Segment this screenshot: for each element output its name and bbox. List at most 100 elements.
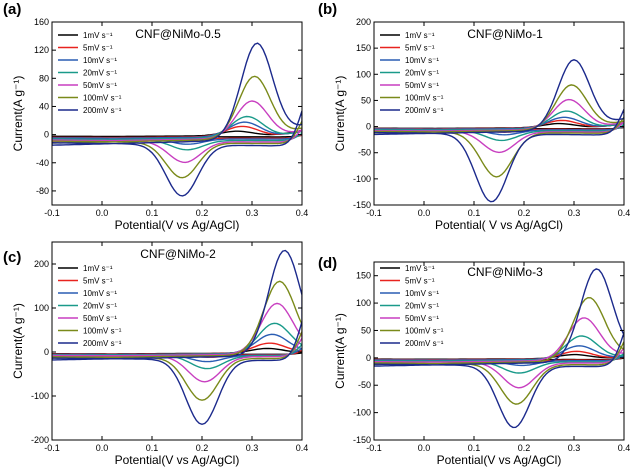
legend-label: 50mV s⁻¹: [405, 81, 439, 90]
y-tick-label: 200: [356, 17, 371, 27]
legend-label: 100mV s⁻¹: [405, 327, 444, 336]
x-axis-label: Potential(V vs Ag/AgCl): [115, 453, 240, 467]
series-curves: [52, 249, 302, 426]
series-line-1: [52, 129, 302, 138]
chart-title: CNF@NiMo-3: [467, 265, 543, 279]
x-tick-label: 0.2: [518, 208, 531, 218]
y-tick-label: 0: [366, 122, 371, 132]
y-tick-label: 200: [34, 259, 49, 269]
y-tick-label: 150: [356, 43, 371, 53]
series-line-6: [374, 296, 624, 405]
y-tick-label: -100: [353, 174, 371, 184]
series-line-7: [52, 249, 302, 426]
y-tick-label: -200: [31, 435, 49, 445]
legend-label: 20mV s⁻¹: [83, 69, 117, 78]
series-line-5: [374, 317, 624, 389]
y-tick-label: 100: [34, 303, 49, 313]
panel-letter: (b): [318, 1, 337, 18]
legend-label: 10mV s⁻¹: [405, 289, 439, 298]
y-tick-label: 50: [361, 325, 371, 335]
x-tick-label: 0.4: [618, 443, 631, 453]
y-tick-label: -50: [358, 148, 371, 158]
plot-frame: [373, 261, 625, 441]
plot-frame: [51, 241, 303, 441]
legend: 1mV s⁻¹ 5mV s⁻¹ 10mV s⁻¹ 20mV s⁻¹ 50mV s⁻¹ 10…: [380, 31, 444, 115]
chart-panel-3: (c) CNF@NiMo-2 -0.1 0.0 0.1 0.2 0.3 0.4 -200 -100…: [3, 241, 309, 467]
legend-label: 1mV s⁻¹: [83, 264, 113, 273]
y-tick-label: 40: [39, 101, 49, 111]
y-axis-label: Current(A g⁻¹): [333, 76, 347, 152]
y-tick-label: -150: [353, 200, 371, 210]
x-tick-label: 0.2: [518, 443, 531, 453]
series-line-3: [52, 121, 302, 145]
series-line-7: [374, 268, 624, 429]
y-tick-label: 150: [356, 271, 371, 281]
legend-label: 10mV s⁻¹: [83, 289, 117, 298]
x-tick-label: 0.2: [196, 208, 209, 218]
series-line-6: [52, 75, 302, 179]
x-tick-label: 0.0: [418, 208, 431, 218]
x-tick-label: -0.1: [44, 208, 60, 218]
y-tick-label: -50: [358, 380, 371, 390]
series-line-6: [52, 280, 302, 401]
legend-label: 10mV s⁻¹: [405, 56, 439, 65]
legend-label: 5mV s⁻¹: [83, 277, 113, 286]
panel-letter: (a): [3, 1, 21, 18]
x-tick-label: 0.3: [246, 443, 259, 453]
legend-label: 200mV s⁻¹: [405, 339, 444, 348]
x-tick-label: 0.0: [96, 208, 109, 218]
x-tick-label: 0.3: [568, 443, 581, 453]
legend-label: 200mV s⁻¹: [83, 339, 122, 348]
legend-label: 200mV s⁻¹: [83, 106, 122, 115]
legend-label: 100mV s⁻¹: [83, 327, 122, 336]
series-line-6: [374, 84, 624, 178]
panel-letter: (d): [318, 255, 337, 272]
y-axis-label: Current(A g⁻¹): [11, 303, 25, 379]
x-tick-label: 0.1: [468, 208, 481, 218]
chart-panel-1: (a) CNF@NiMo-0.5 -0.1 0.0 0.1 0.2 0.3 0.4 -80 -40…: [3, 1, 308, 232]
series-line-5: [52, 302, 302, 383]
y-tick-label: 80: [39, 73, 49, 83]
x-axis-label: Potential( V vs Ag/AgCl): [435, 218, 563, 232]
series-line-7: [52, 42, 302, 197]
x-tick-label: 0.4: [618, 208, 631, 218]
legend-label: 1mV s⁻¹: [405, 31, 435, 40]
y-tick-label: 120: [34, 45, 49, 55]
x-tick-label: 0.4: [296, 443, 309, 453]
x-tick-label: 0.3: [568, 208, 581, 218]
x-tick-label: 0.4: [296, 208, 309, 218]
chart-title: CNF@NiMo-2: [140, 247, 216, 261]
legend-label: 1mV s⁻¹: [405, 264, 435, 273]
y-tick-label: 50: [361, 95, 371, 105]
x-tick-label: -0.1: [44, 443, 60, 453]
legend-label: 5mV s⁻¹: [83, 44, 113, 53]
legend-label: 20mV s⁻¹: [405, 302, 439, 311]
y-tick-label: -100: [31, 391, 49, 401]
y-tick-label: 0: [44, 347, 49, 357]
chart-title: CNF@NiMo-1: [467, 27, 543, 41]
y-tick-label: -80: [36, 186, 49, 196]
series-curves: [52, 42, 302, 197]
y-axis-label: Current(A g⁻¹): [333, 313, 347, 389]
y-tick-label: -150: [353, 435, 371, 445]
x-tick-label: 0.1: [146, 443, 159, 453]
plot-frame: [51, 21, 303, 206]
legend-label: 20mV s⁻¹: [83, 302, 117, 311]
plot-frame: [373, 21, 625, 206]
series-curves: [374, 268, 624, 429]
legend-label: 100mV s⁻¹: [83, 94, 122, 103]
legend: 1mV s⁻¹ 5mV s⁻¹ 10mV s⁻¹ 20mV s⁻¹ 50mV s⁻¹ 10…: [58, 264, 122, 348]
legend: 1mV s⁻¹ 5mV s⁻¹ 10mV s⁻¹ 20mV s⁻¹ 50mV s⁻¹ 10…: [58, 31, 122, 115]
y-tick-label: 100: [356, 69, 371, 79]
x-tick-label: -0.1: [366, 208, 382, 218]
chart-panel-2: (b) CNF@NiMo-1 -0.1 0.0 0.1 0.2 0.3 0.4 -150 -100…: [318, 1, 630, 232]
series-curves: [374, 59, 624, 203]
legend-label: 1mV s⁻¹: [83, 31, 113, 40]
legend-label: 100mV s⁻¹: [405, 94, 444, 103]
y-tick-label: -100: [353, 408, 371, 418]
y-tick-label: 0: [44, 130, 49, 140]
y-tick-label: -40: [36, 158, 49, 168]
x-tick-label: 0.1: [146, 208, 159, 218]
legend-label: 50mV s⁻¹: [405, 314, 439, 323]
x-tick-label: 0.0: [418, 443, 431, 453]
